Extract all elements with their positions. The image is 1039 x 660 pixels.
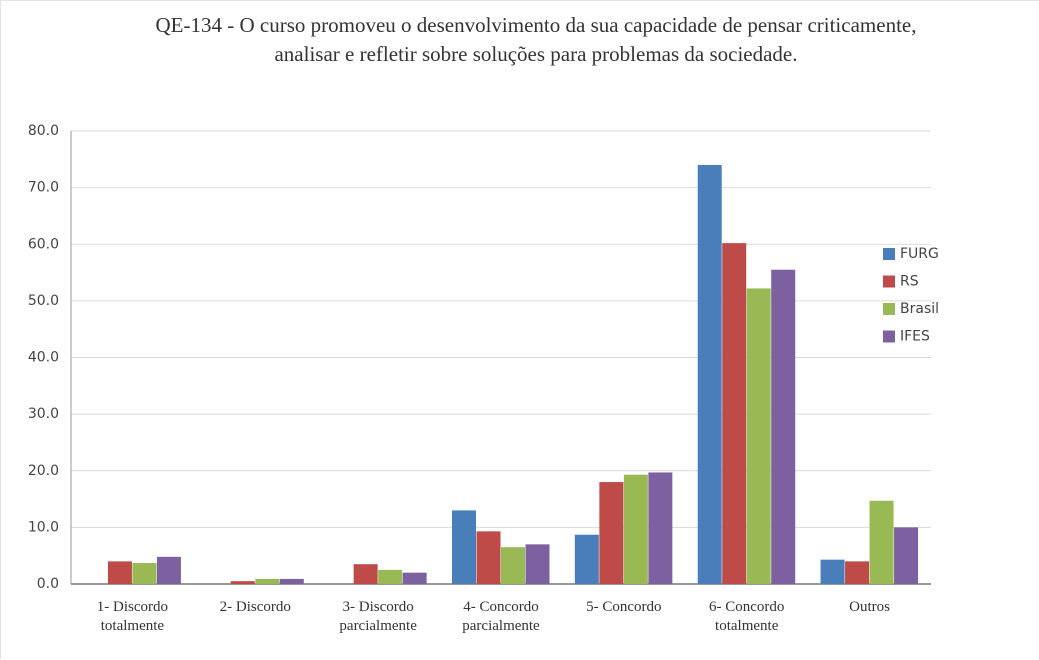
y-tick-label: 30.0: [28, 406, 59, 422]
x-tick-label: 6- Concordo totalmente: [709, 599, 785, 634]
x-tick-label: 4- Concordo parcialmente: [462, 599, 540, 634]
legend-swatch: [883, 248, 895, 260]
legend-label: FURG: [900, 246, 939, 262]
bar: [476, 531, 501, 584]
bar: [156, 556, 181, 584]
legend-label: RS: [900, 274, 919, 290]
bar: [279, 578, 304, 584]
bar: [107, 561, 132, 584]
x-tick-label: Outros: [849, 599, 890, 615]
bar: [746, 288, 771, 584]
bar: [722, 243, 747, 584]
bar: [599, 482, 624, 584]
bar: [820, 559, 845, 584]
x-tick-label: 5- Concordo: [586, 599, 662, 615]
bar: [771, 269, 796, 584]
bar: [378, 569, 403, 584]
bar: [894, 527, 919, 584]
x-tick-label: 3- Discordo parcialmente: [339, 599, 417, 634]
chart-title: QE-134 - O curso promoveu o desenvolvime…: [155, 13, 917, 66]
x-tick-label: 2- Discordo: [219, 599, 291, 615]
y-tick-label: 20.0: [28, 463, 59, 479]
y-tick-label: 0.0: [37, 576, 59, 592]
bar: [845, 561, 870, 584]
y-tick-label: 60.0: [28, 236, 59, 252]
y-tick-label: 80.0: [28, 123, 59, 139]
x-tick-label: 1- Discordo totalmente: [96, 599, 169, 634]
bar: [869, 500, 894, 584]
bar: [353, 564, 378, 584]
bar: [230, 581, 255, 584]
legend-swatch: [883, 275, 895, 288]
legend-swatch: [883, 303, 895, 315]
bar: [132, 563, 157, 584]
bar: [574, 534, 599, 584]
y-tick-label: 70.0: [28, 180, 59, 196]
bar: [402, 572, 427, 584]
bar: [501, 547, 525, 584]
bar: [623, 474, 648, 584]
bar: [697, 164, 722, 584]
legend-label: Brasil: [900, 301, 939, 317]
bar: [452, 510, 476, 584]
bar: [525, 544, 550, 584]
legend-swatch: [883, 330, 895, 343]
bar: [648, 472, 673, 584]
y-tick-label: 40.0: [28, 350, 59, 366]
y-tick-label: 50.0: [28, 293, 59, 309]
y-tick-label: 10.0: [28, 519, 59, 535]
bar: [255, 578, 280, 584]
legend-label: IFES: [900, 329, 930, 345]
